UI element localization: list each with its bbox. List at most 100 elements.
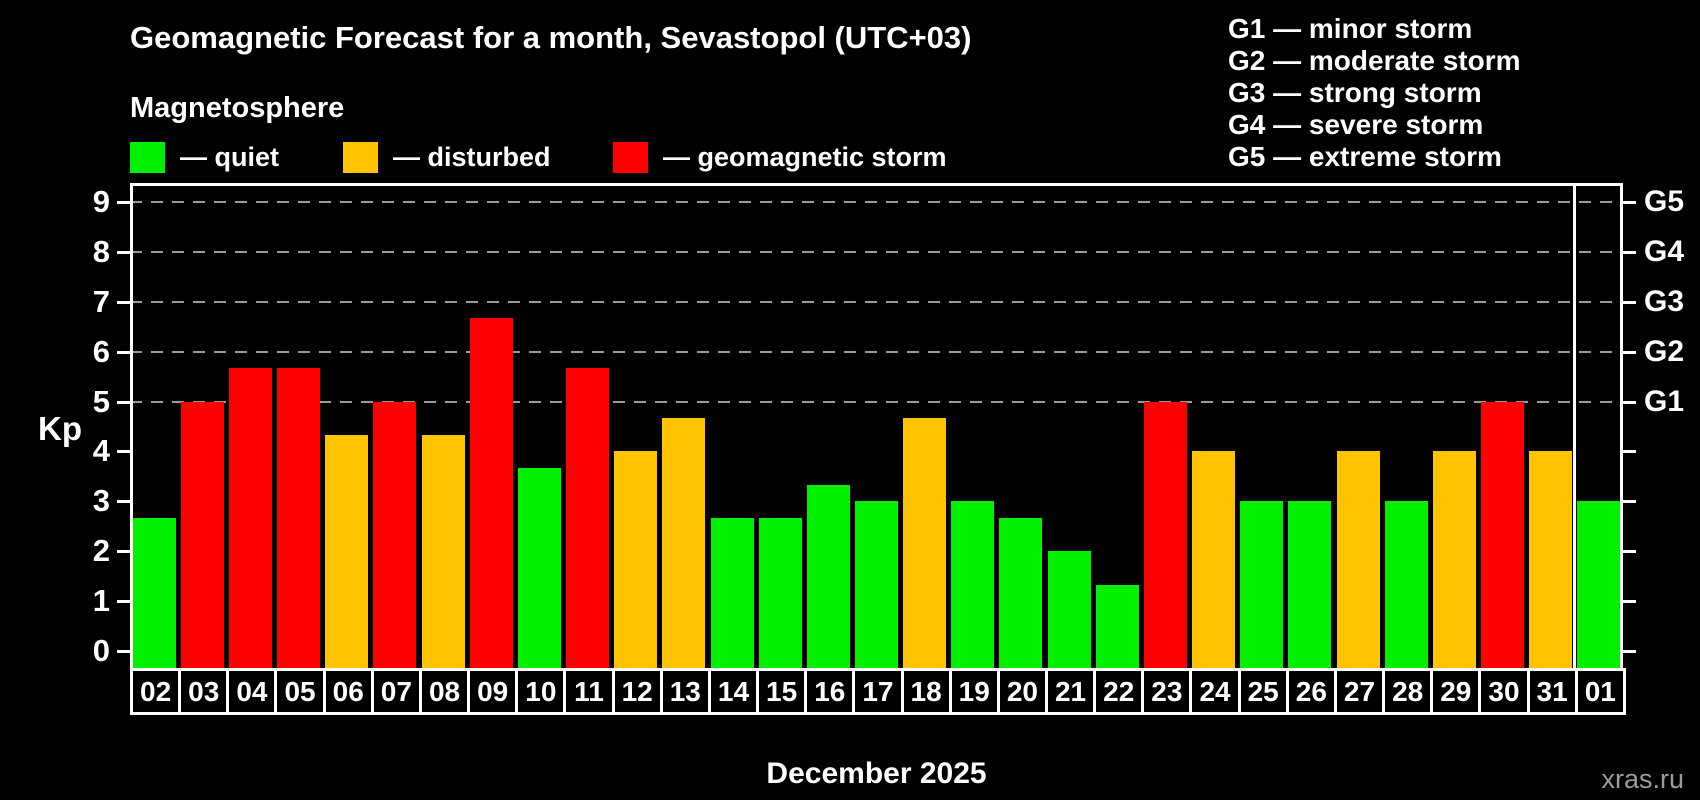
legend-label-disturbed: — disturbed: [393, 141, 551, 172]
quiet-color-swatch: [130, 141, 165, 173]
date-cell-05: 05: [274, 668, 326, 715]
bar-day-28: [1384, 501, 1428, 668]
right-tick-kp4: [1623, 450, 1636, 454]
y-tick-label-6: 6: [92, 333, 110, 369]
legend-item-disturbed: — disturbed: [343, 141, 551, 173]
right-tick-kp1: [1623, 600, 1636, 604]
chart-title: Geomagnetic Forecast for a month, Sevast…: [130, 20, 972, 55]
left-tick-kp9: [117, 200, 130, 204]
date-cell-30: 30: [1478, 668, 1530, 715]
g-scale-legend: G1 — minor storm G2 — moderate storm G3 — …: [1228, 13, 1521, 173]
date-cell-17: 17: [852, 668, 904, 715]
right-tick-kp8: [1623, 250, 1636, 254]
date-cell-16: 16: [804, 668, 856, 715]
gridline-kp8: [130, 250, 1623, 253]
date-cell-12: 12: [611, 668, 663, 715]
y-axis-label-kp: Kp: [38, 410, 82, 447]
bar-day-29: [1432, 451, 1476, 668]
left-tick-kp0: [117, 650, 130, 653]
watermark: xras.ru: [1601, 764, 1684, 794]
bar-day-05: [277, 368, 321, 668]
date-cell-22: 22: [1093, 668, 1145, 715]
date-cell-26: 26: [1285, 668, 1337, 715]
right-axis-label-g1: G1: [1644, 384, 1685, 418]
disturbed-color-swatch: [343, 141, 378, 173]
kp-bar-chart: [130, 183, 1623, 668]
legend-label-storm: — geomagnetic storm: [663, 141, 947, 172]
y-tick-label-5: 5: [92, 383, 110, 419]
date-cell-14: 14: [707, 668, 760, 715]
date-cell-10: 10: [515, 668, 567, 715]
left-tick-kp2: [117, 550, 130, 554]
left-tick-kp8: [117, 250, 130, 254]
date-cell-15: 15: [756, 668, 808, 715]
date-cell-19: 19: [948, 668, 1000, 715]
legend-item-quiet: — quiet: [130, 141, 279, 173]
right-axis-label-g4: G4: [1644, 234, 1685, 268]
gridline-kp7: [130, 300, 1623, 303]
left-tick-kp6: [117, 350, 130, 354]
bar-day-17: [855, 501, 898, 668]
date-cell-28: 28: [1382, 668, 1434, 715]
date-axis-row: 02 03 04 05 06 07 08 09 10 11 12 13 14 15 16 17 18 19 20 21…: [130, 668, 1626, 715]
bar-day-11: [566, 368, 610, 668]
left-tick-kp7: [117, 300, 130, 304]
bar-day-20: [999, 517, 1043, 668]
gridline-kp5: [130, 400, 1623, 403]
y-tick-label-3: 3: [92, 483, 110, 519]
right-tick-kp6: [1623, 350, 1636, 354]
date-cell-21: 21: [1044, 668, 1097, 715]
y-tick-label-9: 9: [92, 183, 110, 219]
bar-day-25: [1240, 501, 1284, 668]
bar-day-21: [1047, 551, 1091, 668]
bar-day-09: [469, 318, 513, 668]
date-cell-03: 03: [178, 668, 230, 715]
bar-day-27: [1336, 451, 1380, 668]
y-tick-label-4: 4: [92, 433, 110, 469]
right-tick-kp0: [1623, 650, 1636, 653]
date-cell-13: 13: [659, 668, 711, 715]
legend-label-quiet: — quiet: [180, 141, 279, 172]
bar-day-08: [421, 434, 465, 668]
date-cell-31: 31: [1526, 668, 1578, 715]
date-cell-02: 02: [130, 668, 182, 715]
bar-day-16: [806, 484, 850, 668]
gridline-kp6: [130, 350, 1623, 353]
left-tick-kp1: [117, 600, 130, 604]
g-scale-line-4: G4 — severe storm: [1228, 109, 1484, 140]
bar-day-01: [1577, 501, 1621, 668]
bar-day-19: [951, 501, 995, 668]
date-cell-01: 01: [1574, 668, 1626, 715]
storm-color-swatch: [613, 141, 648, 173]
date-cell-07: 07: [370, 668, 422, 715]
right-axis-label-g2: G2: [1644, 334, 1685, 368]
bar-day-13: [662, 418, 706, 668]
bar-day-06: [325, 434, 369, 668]
left-tick-kp5: [117, 400, 130, 404]
date-cell-09: 09: [467, 668, 519, 715]
bar-day-10: [517, 467, 561, 668]
left-tick-kp4: [117, 450, 130, 454]
bar-day-26: [1288, 501, 1332, 668]
g-scale-line-5: G5 — extreme storm: [1228, 141, 1502, 172]
bar-day-12: [614, 451, 658, 668]
date-cell-25: 25: [1237, 668, 1289, 715]
bar-day-22: [1095, 584, 1139, 668]
bar-day-30: [1481, 401, 1525, 668]
date-cell-24: 24: [1189, 668, 1241, 715]
bar-day-07: [373, 401, 417, 668]
right-tick-kp7: [1623, 300, 1636, 304]
bar-day-04: [228, 368, 272, 668]
date-cell-20: 20: [996, 668, 1048, 715]
bar-day-18: [903, 418, 947, 668]
date-cell-18: 18: [900, 668, 952, 715]
bar-day-03: [180, 401, 224, 668]
date-cell-08: 08: [418, 668, 471, 715]
right-tick-kp5: [1623, 400, 1636, 404]
bar-day-02: [132, 517, 176, 668]
right-tick-kp3: [1623, 500, 1636, 504]
date-cell-11: 11: [563, 668, 615, 715]
bar-day-14: [710, 517, 754, 668]
right-axis-label-g5: G5: [1644, 184, 1685, 218]
bar-day-31: [1529, 451, 1573, 668]
